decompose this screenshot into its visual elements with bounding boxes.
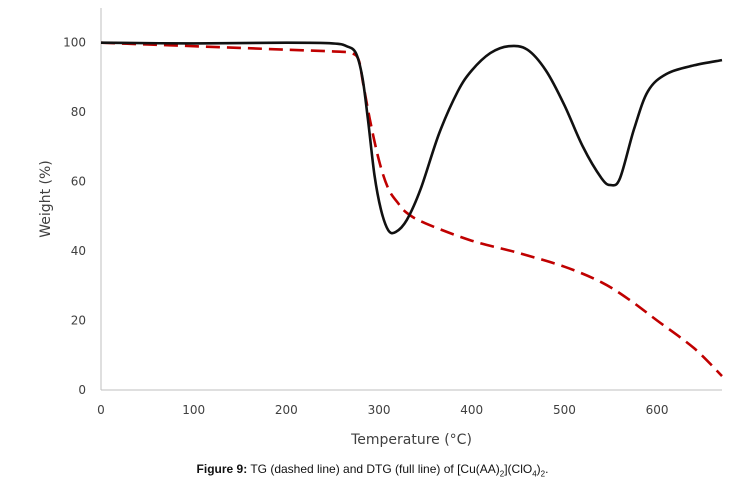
- dtg-series-line: [100, 41, 723, 235]
- x-tick-label: 600: [646, 403, 669, 417]
- series-lines: [100, 41, 723, 378]
- tg-dtg-chart: 0 100 200 300 400 500 600 0 20 40 60 80 100 Temperat…: [38, 8, 723, 448]
- caption-sub-1: 2: [499, 469, 505, 479]
- x-tick-label: 100: [182, 403, 205, 417]
- caption-text-2: ](ClO: [504, 462, 533, 476]
- caption-label: Figure 9:: [196, 462, 248, 476]
- y-tick-label: 20: [71, 314, 86, 328]
- x-tick-label: 400: [460, 403, 483, 417]
- y-tick-label: 40: [71, 244, 86, 258]
- y-axis-title: Weight (%): [38, 160, 54, 237]
- caption-text-3: ): [536, 462, 541, 476]
- caption-text-4: .: [545, 462, 549, 476]
- y-tick-label: 100: [63, 36, 86, 50]
- y-tick-label: 80: [71, 105, 86, 119]
- x-tick-label: 300: [368, 403, 391, 417]
- caption-text-1: TG (dashed line) and DTG (full line) of …: [247, 462, 500, 476]
- y-tick-label: 0: [78, 383, 86, 397]
- figure-caption: Figure 9: TG (dashed line) and DTG (full…: [0, 462, 745, 478]
- y-tick-label: 60: [71, 175, 86, 189]
- tg-series-line: [100, 41, 723, 378]
- caption-sub-2: 4: [532, 469, 537, 479]
- axes: [100, 8, 722, 391]
- x-axis-title: Temperature (°C): [350, 432, 472, 448]
- tick-labels: 0 100 200 300 400 500 600 0 20 40 60 80 100: [63, 36, 668, 417]
- x-tick-label: 200: [275, 403, 298, 417]
- x-tick-label: 500: [553, 403, 576, 417]
- caption-sub-3: 2: [540, 469, 546, 479]
- x-tick-label: 0: [97, 403, 105, 417]
